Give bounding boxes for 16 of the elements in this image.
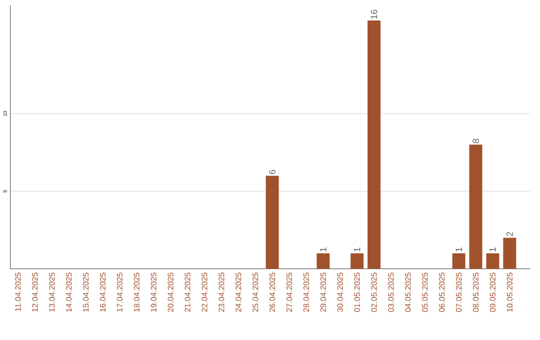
bar — [503, 238, 516, 269]
data-label: 16 — [370, 10, 378, 19]
data-label: 1 — [490, 248, 496, 252]
data-label: 6 — [269, 170, 276, 174]
bar — [469, 144, 482, 269]
bar — [350, 253, 364, 269]
data-label: 1 — [320, 248, 326, 252]
bar — [316, 253, 330, 269]
bar — [368, 20, 381, 269]
data-label: 8 — [472, 138, 479, 144]
bar — [452, 253, 466, 269]
bar — [266, 176, 279, 269]
bar — [486, 253, 500, 269]
data-label: 2 — [506, 232, 513, 236]
data-label: 1 — [456, 248, 462, 252]
data-label: 1 — [354, 248, 360, 252]
